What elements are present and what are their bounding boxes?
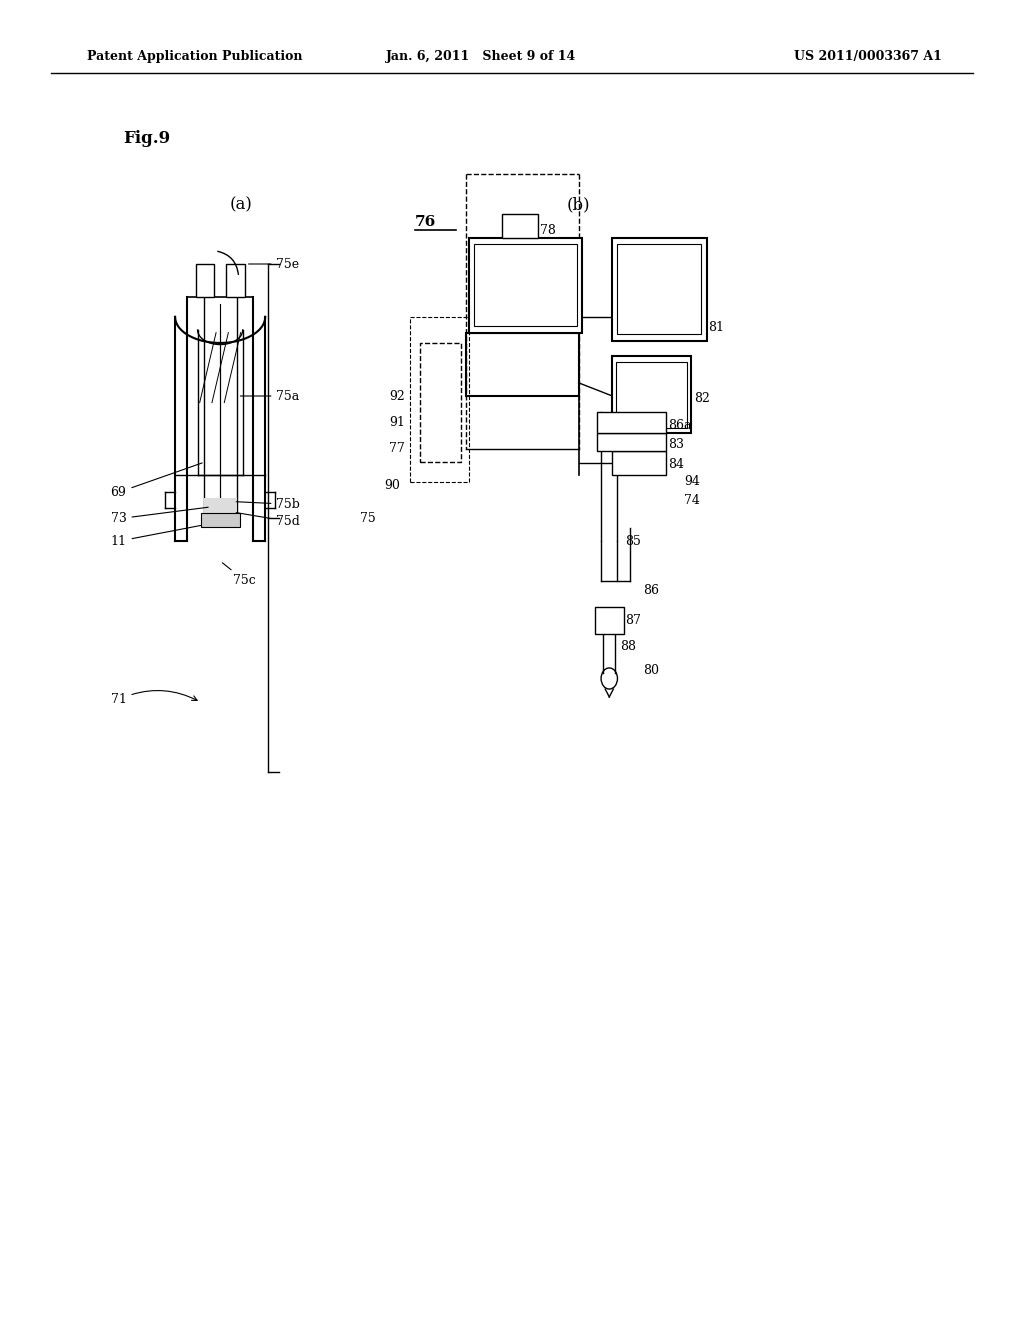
Bar — [612, 451, 666, 475]
Bar — [226, 264, 245, 297]
Text: 75b: 75b — [237, 498, 300, 511]
Text: Fig.9: Fig.9 — [123, 131, 170, 147]
Text: 78: 78 — [540, 224, 556, 238]
Text: 76: 76 — [415, 215, 435, 228]
Bar — [474, 244, 577, 326]
Text: 92: 92 — [389, 389, 404, 403]
Text: 86: 86 — [643, 583, 659, 597]
Text: 73: 73 — [111, 507, 208, 525]
Text: 86a: 86a — [668, 418, 691, 432]
Bar — [612, 238, 707, 341]
Bar — [201, 513, 240, 527]
Text: (a): (a) — [229, 197, 252, 213]
Text: 74: 74 — [684, 494, 700, 507]
Bar — [420, 343, 461, 462]
Bar — [616, 362, 687, 428]
Text: Patent Application Publication: Patent Application Publication — [87, 50, 302, 63]
Text: 69: 69 — [111, 463, 202, 499]
Text: 75a: 75a — [241, 389, 300, 403]
Bar — [469, 238, 582, 333]
Bar — [466, 333, 579, 396]
Text: 75c: 75c — [222, 562, 256, 587]
Text: Jan. 6, 2011   Sheet 9 of 14: Jan. 6, 2011 Sheet 9 of 14 — [386, 50, 577, 63]
Text: 75: 75 — [360, 512, 376, 525]
Text: 85: 85 — [625, 535, 641, 548]
Text: 87: 87 — [625, 614, 641, 627]
Bar — [204, 498, 237, 524]
Text: 94: 94 — [684, 475, 700, 488]
Text: 88: 88 — [621, 640, 637, 653]
Bar — [617, 244, 701, 334]
Text: US 2011/0003367 A1: US 2011/0003367 A1 — [795, 50, 942, 63]
Bar — [612, 356, 691, 433]
Text: 81: 81 — [709, 321, 725, 334]
Text: 77: 77 — [389, 442, 404, 455]
Text: 71: 71 — [111, 690, 198, 706]
Text: 90: 90 — [384, 479, 400, 492]
Text: 82: 82 — [694, 392, 711, 405]
Text: 91: 91 — [389, 416, 406, 429]
Text: 75d: 75d — [237, 512, 300, 528]
Text: (b): (b) — [566, 197, 591, 213]
Text: 84: 84 — [668, 458, 684, 471]
Text: 83: 83 — [668, 438, 684, 451]
Bar — [502, 214, 538, 238]
Text: 11: 11 — [111, 523, 212, 548]
Bar — [196, 264, 214, 297]
Text: 75e: 75e — [249, 257, 300, 271]
Text: 80: 80 — [643, 664, 659, 677]
Bar — [597, 412, 666, 433]
Bar — [595, 607, 624, 634]
Bar — [597, 433, 666, 451]
